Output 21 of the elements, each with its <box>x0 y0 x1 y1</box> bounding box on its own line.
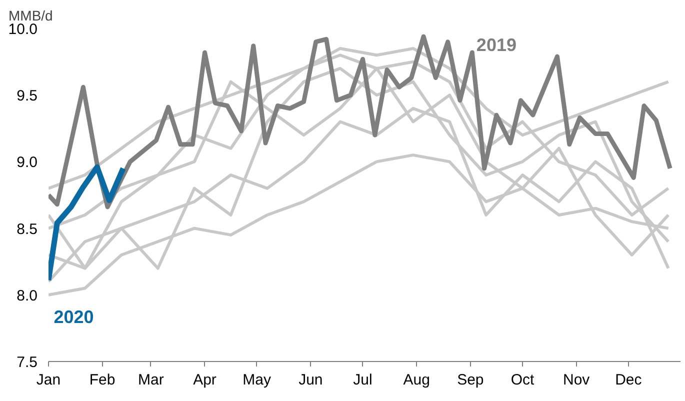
y-tick-label: 7.5 <box>16 354 38 371</box>
x-tick-label: Dec <box>615 372 642 388</box>
x-tick-label: Aug <box>403 372 430 388</box>
y-tick-label: 10.0 <box>8 21 38 38</box>
x-tick-label: Jan <box>36 372 61 388</box>
series-label: 2019 <box>476 34 516 55</box>
x-tick-label: Mar <box>138 372 164 388</box>
y-axis-title: MMB/d <box>8 8 53 24</box>
y-tick-label: 8.5 <box>16 220 38 238</box>
x-tick-label: Feb <box>89 372 116 388</box>
y-tick-label: 9.0 <box>16 154 38 172</box>
x-tick-label: Jul <box>353 372 372 388</box>
x-tick-label: Jun <box>298 372 323 388</box>
y-tick-label: 9.5 <box>16 88 38 105</box>
x-tick-label: Oct <box>510 372 535 388</box>
y-tick-label: 8.0 <box>16 287 38 304</box>
x-tick-label: May <box>242 372 272 388</box>
x-tick-label: Sep <box>457 372 484 388</box>
x-tick-label: Nov <box>562 372 590 388</box>
series-label: 2020 <box>54 307 94 328</box>
x-tick-label: Apr <box>193 372 216 388</box>
